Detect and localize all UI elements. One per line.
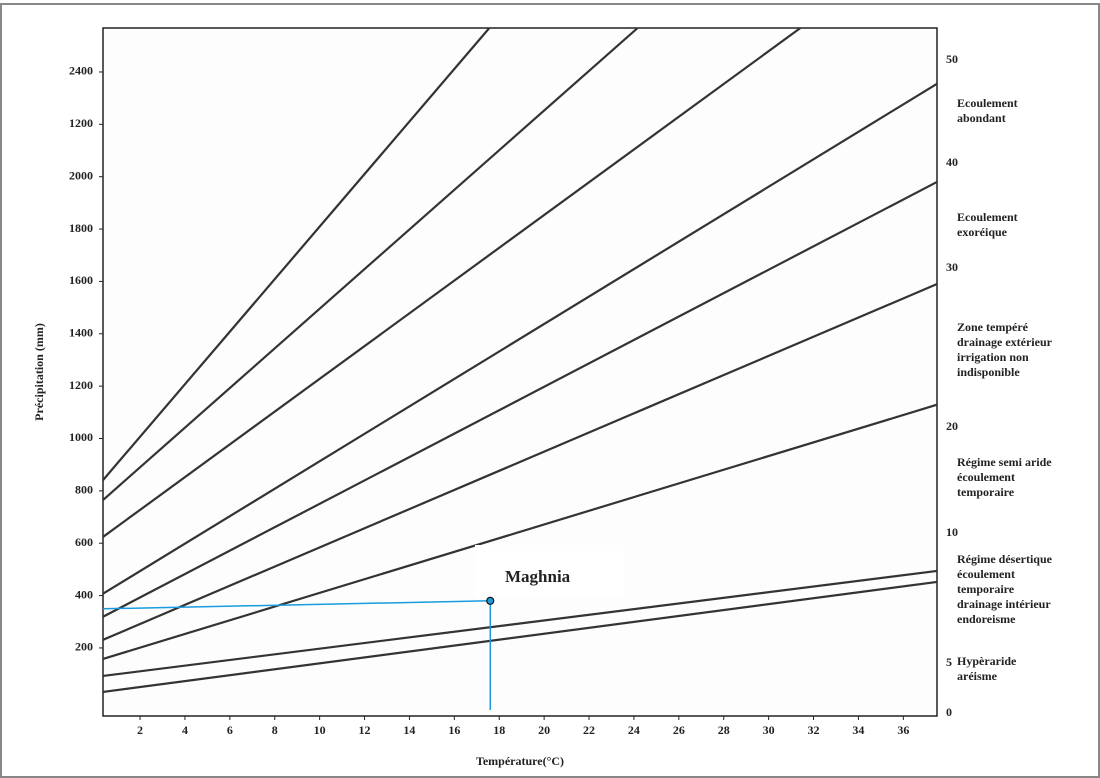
x-tick-label: 26	[673, 723, 685, 737]
y-tick-label: 1400	[69, 326, 93, 340]
zone-label: temporaire	[957, 582, 1015, 596]
x-tick-label: 2	[137, 723, 143, 737]
zone-label: temporaire	[957, 485, 1015, 499]
zone-label: abondant	[957, 111, 1006, 125]
x-tick-label: 32	[808, 723, 820, 737]
zone-label: drainage extérieur	[957, 335, 1053, 349]
y-tick-label: 2000	[69, 168, 93, 182]
zone-label: écoulement	[957, 470, 1015, 484]
y2-tick-label: 20	[946, 419, 958, 433]
zone-label: Régime désertique	[957, 552, 1053, 566]
x-tick-label: 34	[852, 723, 864, 737]
x-tick-label: 8	[272, 723, 278, 737]
zone-label: indisponible	[957, 365, 1020, 379]
series-line	[102, 180, 938, 618]
series-line	[102, 403, 938, 660]
y-tick-label: 1800	[69, 221, 93, 235]
y2-tick-label: 30	[946, 260, 958, 274]
y2-tick-label: 5	[946, 655, 952, 669]
zone-label: irrigation non	[957, 350, 1029, 364]
label-box	[475, 545, 625, 597]
guide-line	[102, 600, 491, 610]
series-line	[102, 569, 938, 678]
y-tick-label: 1200	[69, 378, 93, 392]
zone-label: exoréique	[957, 225, 1008, 239]
zone-label: Ecoulement	[957, 96, 1018, 110]
x-tick-label: 16	[448, 723, 460, 737]
y2-tick-label: 40	[946, 155, 958, 169]
zone-label: aréisme	[957, 669, 998, 683]
annotation-label: Maghnia	[505, 567, 571, 586]
x-tick-label: 36	[897, 723, 909, 737]
x-tick-label: 22	[583, 723, 595, 737]
y2-tick-label: 50	[946, 52, 958, 66]
y-tick-label: 1600	[69, 273, 93, 287]
series-line	[102, 82, 938, 595]
series-line	[102, 580, 938, 694]
x-tick-label: 10	[314, 723, 326, 737]
y2-tick-label: 10	[946, 525, 958, 539]
zone-label: Hypèraride	[957, 654, 1017, 668]
series-line	[102, 27, 639, 501]
y-tick-label: 1000	[69, 430, 93, 444]
series-line	[102, 283, 938, 641]
x-tick-label: 28	[718, 723, 730, 737]
y-tick-label: 200	[75, 640, 93, 654]
x-axis-title: Température(°C)	[476, 754, 564, 768]
x-tick-label: 18	[493, 723, 505, 737]
x-tick-label: 6	[227, 723, 233, 737]
x-tick-label: 14	[403, 723, 415, 737]
y-tick-label: 600	[75, 535, 93, 549]
zone-label: Zone tempéré	[957, 320, 1029, 334]
y-tick-label: 2400	[69, 64, 93, 78]
y-tick-label: 800	[75, 483, 93, 497]
y-tick-label: 400	[75, 587, 93, 601]
x-tick-label: 20	[538, 723, 550, 737]
zone-label: écoulement	[957, 567, 1015, 581]
x-tick-label: 30	[763, 723, 775, 737]
frame	[0, 3, 1100, 778]
point	[486, 596, 495, 605]
zone-label: Régime semi aride	[957, 455, 1052, 469]
x-tick-label: 24	[628, 723, 640, 737]
y-tick-label: 1200	[69, 116, 93, 130]
x-tick-label: 12	[359, 723, 371, 737]
y-axis-title: Précipitation (mm)	[32, 323, 46, 421]
series-line	[102, 27, 490, 481]
zone-label: Ecoulement	[957, 210, 1018, 224]
y2-tick-label: 0	[946, 705, 952, 719]
zone-label: drainage intérieur	[957, 597, 1051, 611]
x-tick-label: 4	[182, 723, 188, 737]
series-line	[102, 27, 801, 538]
zone-label: endoreisme	[957, 612, 1016, 626]
